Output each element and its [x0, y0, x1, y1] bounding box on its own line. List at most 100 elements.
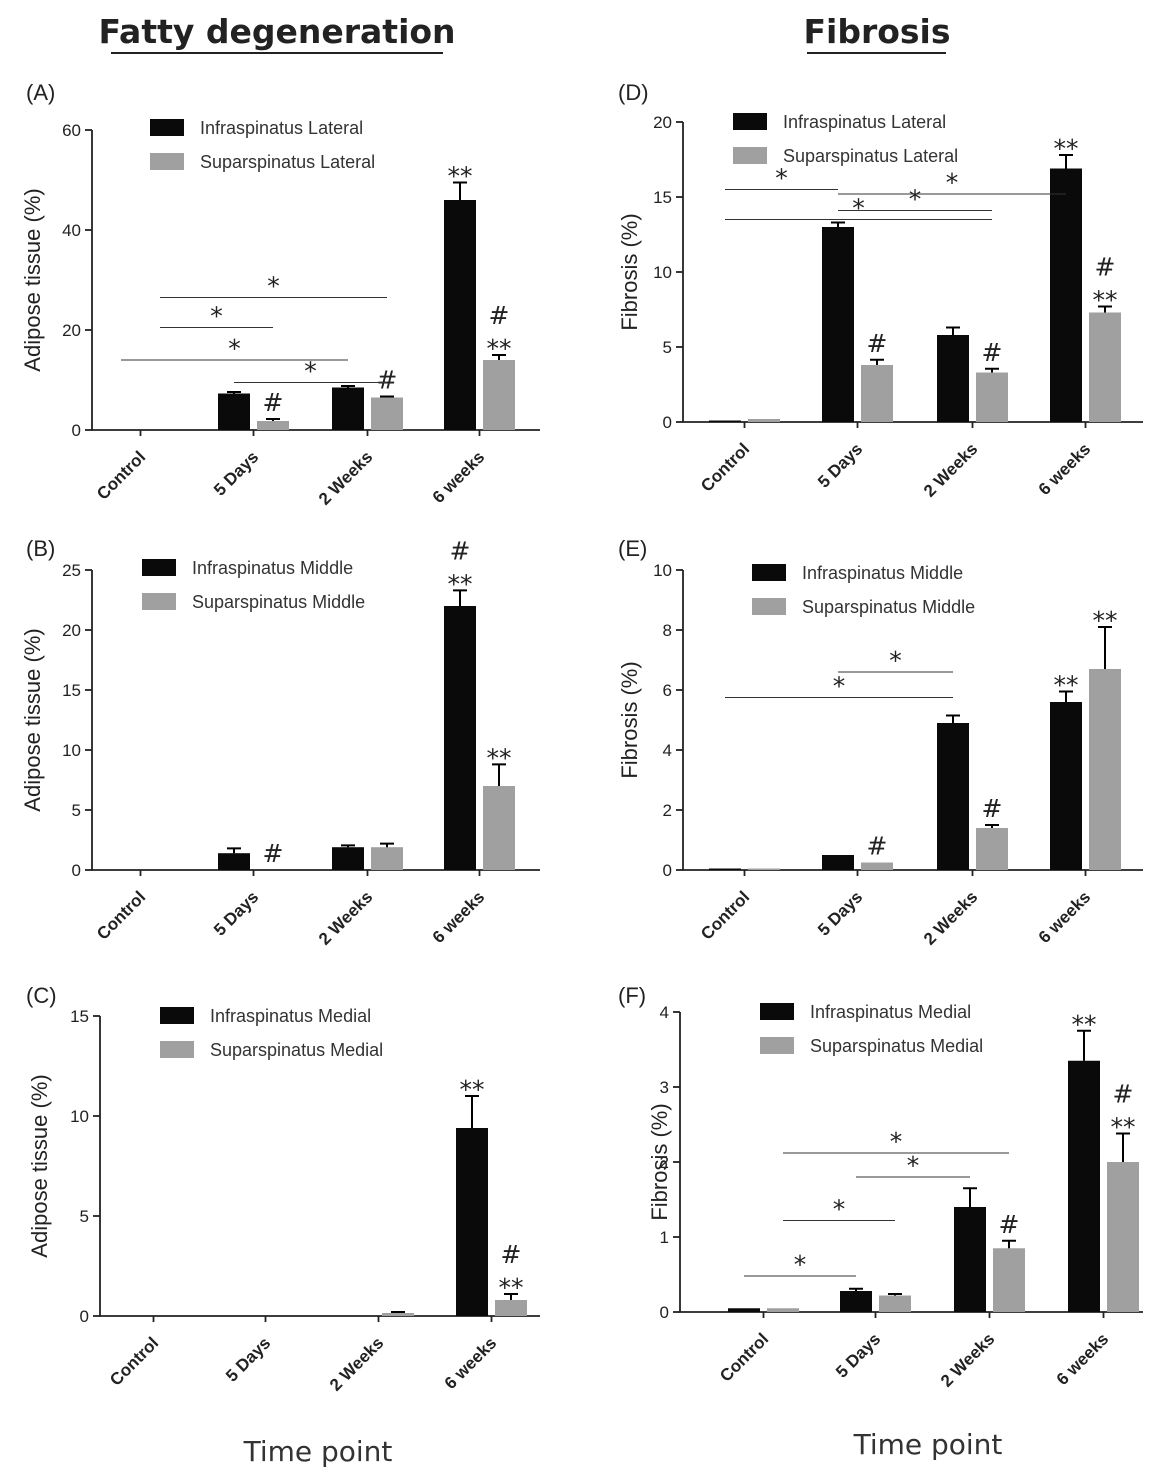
- bar-suparspinatus-medial: [495, 1300, 527, 1316]
- x-tick-label: 2 Weeks: [326, 1333, 387, 1394]
- significance-stars: **: [1054, 134, 1079, 163]
- legend-swatch: [752, 598, 786, 615]
- legend-swatch: [150, 153, 184, 170]
- significance-hash: #: [501, 1240, 522, 1269]
- legend-swatch: [142, 559, 176, 576]
- bar-suparspinatus-middle: [748, 868, 780, 870]
- significance-hash: #: [1095, 253, 1116, 282]
- significance-hash: #: [867, 329, 888, 358]
- x-tick-label: 5 Days: [210, 447, 262, 499]
- panel-label: (D): [618, 80, 649, 105]
- y-tick-label: 0: [663, 861, 672, 880]
- x-tick-label: 5 Days: [814, 439, 866, 491]
- y-tick-label: 1: [660, 1228, 669, 1247]
- significance-stars: **: [1054, 671, 1079, 700]
- y-tick-label: 4: [663, 741, 672, 760]
- bar-infraspinatus-medial: [840, 1291, 872, 1312]
- comparison-star: *: [833, 1195, 846, 1224]
- y-tick-label: 3: [660, 1078, 669, 1097]
- bar-suparspinatus-middle: [371, 847, 403, 870]
- bar-infraspinatus-middle: [444, 606, 476, 870]
- y-tick-label: 5: [72, 801, 81, 820]
- error-bar: [985, 367, 999, 373]
- error-bar: [1059, 154, 1073, 169]
- error-bar: [266, 418, 280, 421]
- significance-stars: **: [487, 334, 512, 363]
- comparison-star: *: [794, 1250, 807, 1279]
- x-tick-label: 6 weeks: [429, 887, 489, 947]
- bar-infraspinatus-lateral: [1050, 168, 1082, 422]
- y-tick-label: 0: [663, 413, 672, 432]
- error-bar: [963, 1187, 977, 1207]
- bar-suparspinatus-lateral: [748, 419, 780, 422]
- bar-suparspinatus-lateral: [483, 360, 515, 430]
- significance-hash: #: [999, 1210, 1020, 1239]
- panel-label: (E): [618, 536, 647, 561]
- y-tick-label: 60: [62, 121, 81, 140]
- bar-infraspinatus-middle: [1050, 702, 1082, 870]
- panel-a: (A) 0 20 40 60 Adipose tissue (%) Control 5 Day…: [20, 80, 540, 509]
- y-tick-label: 10: [653, 561, 672, 580]
- comparison-star: *: [889, 646, 902, 675]
- comparison-star: *: [228, 334, 241, 363]
- error-bar: [492, 763, 506, 786]
- legend-label: Suparspinatus Lateral: [783, 146, 958, 166]
- error-bar: [380, 395, 394, 398]
- bar-infraspinatus-medial: [728, 1308, 760, 1312]
- significance-stars: **: [499, 1273, 524, 1302]
- y-axis-label: Adipose tissue (%): [20, 628, 45, 811]
- y-tick-label: 20: [62, 621, 81, 640]
- y-axis-label: Adipose tissue (%): [20, 188, 45, 371]
- x-tick-label: 5 Days: [210, 887, 262, 939]
- x-tick-label: Control: [106, 1333, 162, 1389]
- bar-suparspinatus-lateral: [1089, 312, 1121, 422]
- bar-infraspinatus-medial: [954, 1207, 986, 1312]
- x-tick-label: Control: [697, 439, 753, 495]
- error-bar: [1059, 690, 1073, 702]
- y-tick-label: 15: [62, 681, 81, 700]
- y-tick-label: 5: [80, 1207, 89, 1226]
- x-tick-label: 2 Weeks: [315, 887, 376, 948]
- significance-stars: **: [460, 1075, 485, 1104]
- bar-infraspinatus-middle: [332, 847, 364, 870]
- bar-infraspinatus-lateral: [937, 335, 969, 422]
- column-title-fibrosis: Fibrosis: [803, 12, 950, 51]
- x-tick-label: Control: [716, 1329, 772, 1385]
- comparison-star: *: [210, 302, 223, 331]
- y-axis-label: Fibrosis (%): [617, 661, 642, 778]
- x-axis-title-right: Time point: [853, 1428, 1003, 1461]
- bar-infraspinatus-lateral: [218, 393, 250, 430]
- legend-label: Infraspinatus Middle: [192, 558, 353, 578]
- legend-label: Infraspinatus Medial: [210, 1006, 371, 1026]
- error-bar: [453, 589, 467, 606]
- error-bar: [1116, 1132, 1130, 1162]
- x-tick-label: 2 Weeks: [920, 439, 981, 500]
- bar-infraspinatus-lateral: [444, 200, 476, 430]
- bar-suparspinatus-middle: [1089, 669, 1121, 870]
- legend-swatch: [760, 1003, 794, 1020]
- error-bar: [946, 714, 960, 723]
- error-bar: [831, 221, 845, 227]
- error-bar: [492, 354, 506, 360]
- bar-infraspinatus-lateral: [822, 227, 854, 422]
- panel-b: (B) 0 5 10 15 20 25 Adipose tissue (%) Control 5 …: [20, 536, 540, 949]
- x-tick-label: 6 weeks: [441, 1333, 501, 1393]
- panel-label: (A): [26, 80, 55, 105]
- comparison-star: *: [907, 1151, 920, 1180]
- x-tick-label: 5 Days: [814, 887, 866, 939]
- comparison-star: *: [267, 272, 280, 301]
- significance-stars: **: [448, 162, 473, 191]
- panel-label: (B): [26, 536, 55, 561]
- y-axis-label: Fibrosis (%): [617, 213, 642, 330]
- panel-label: (F): [618, 983, 646, 1008]
- legend-swatch: [733, 147, 767, 164]
- significance-hash: #: [377, 366, 398, 395]
- bar-suparspinatus-medial: [993, 1248, 1025, 1312]
- legend-label: Suparspinatus Medial: [810, 1036, 983, 1056]
- error-bar: [341, 844, 355, 848]
- y-tick-label: 2: [663, 801, 672, 820]
- y-tick-label: 0: [80, 1307, 89, 1326]
- x-tick-label: 6 weeks: [1035, 439, 1095, 499]
- significance-stars: **: [1093, 286, 1118, 315]
